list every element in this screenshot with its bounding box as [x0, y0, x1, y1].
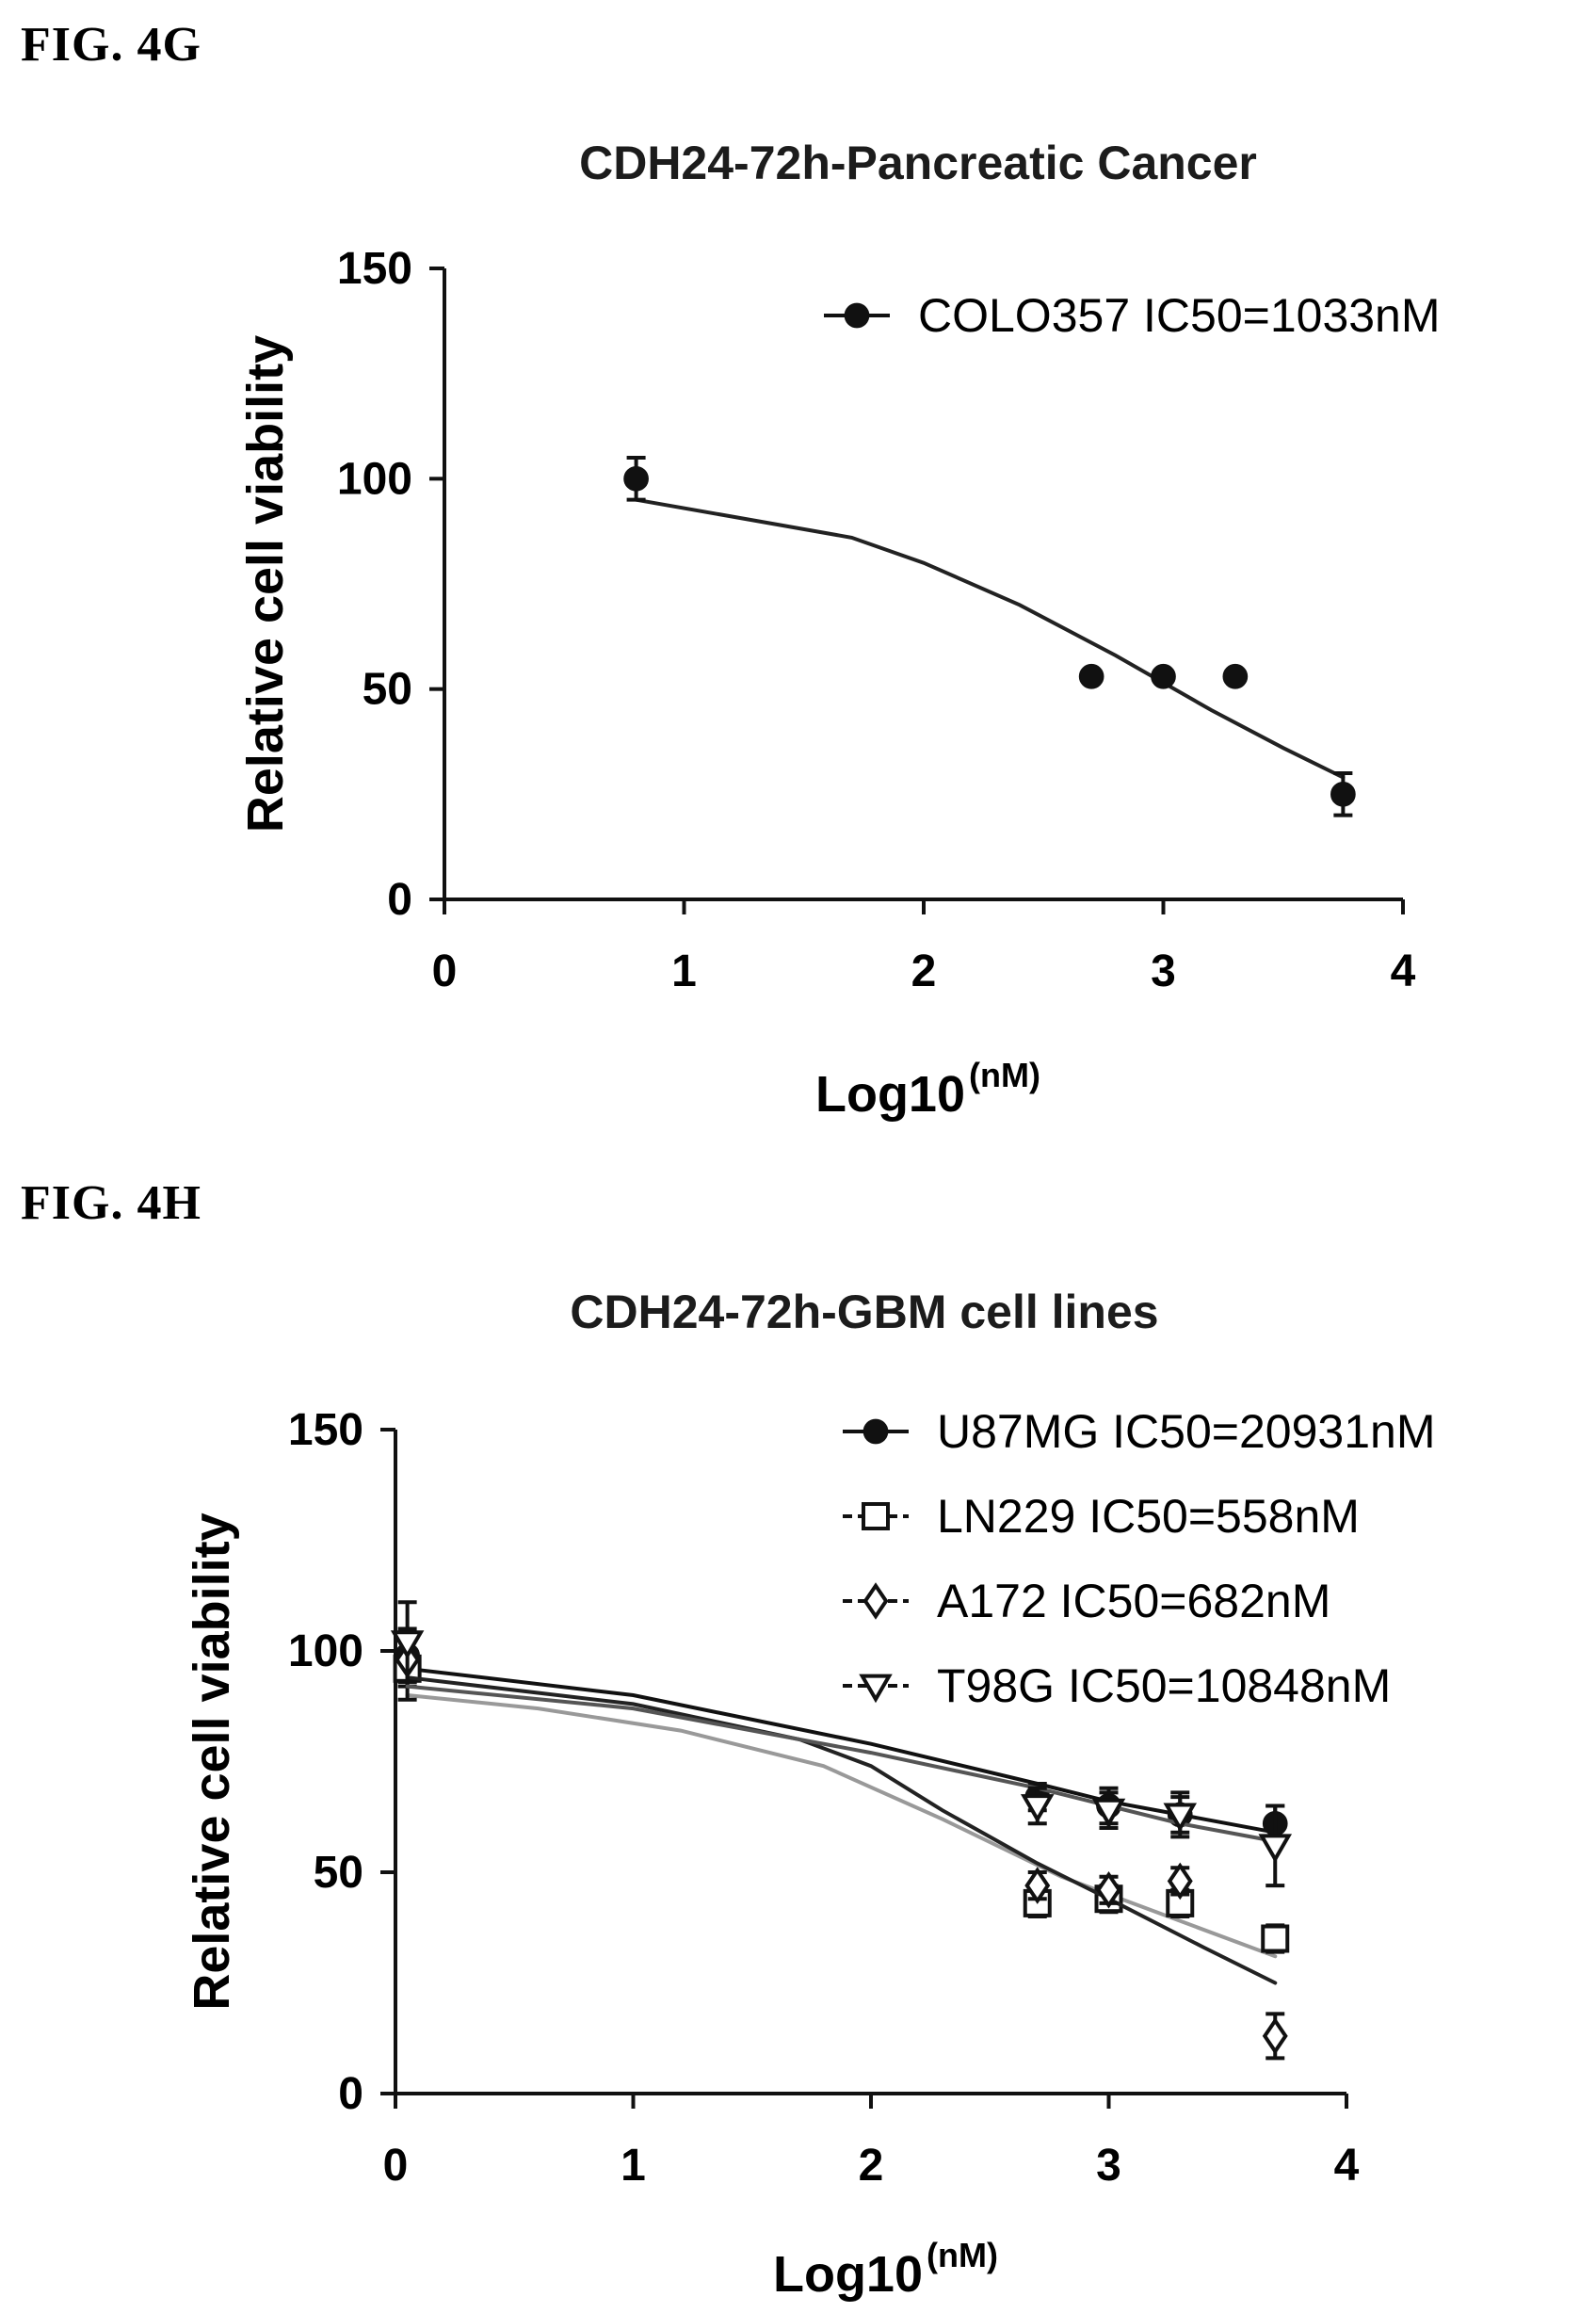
fit-curve	[634, 497, 1346, 780]
x-tick-label: 2	[911, 946, 937, 996]
x-tick-label: 4	[1334, 2141, 1360, 2191]
legend-label: T98G IC50=10848nM	[937, 1659, 1391, 1712]
data-point	[1078, 663, 1104, 689]
x-tick-label: 3	[1151, 946, 1176, 996]
legend-label: COLO357 IC50=1033nM	[918, 289, 1441, 342]
x-tick-label: 0	[432, 946, 458, 996]
legend-label: U87MG IC50=20931nM	[937, 1405, 1435, 1458]
series-3	[390, 1600, 1293, 1888]
data-point	[623, 465, 649, 492]
legend-marker	[862, 1582, 889, 1620]
data-point	[1020, 1794, 1055, 1823]
data-point	[1091, 1798, 1126, 1828]
legend-marker	[844, 302, 870, 329]
data-point	[1096, 1870, 1121, 1909]
y-tick-label: 50	[314, 1848, 363, 1898]
y-tick-label: 150	[288, 1405, 363, 1455]
x-axis-unit: (nM)	[969, 1056, 1040, 1094]
legend-marker	[859, 1674, 893, 1704]
y-tick-label: 50	[363, 665, 412, 715]
legend-marker	[862, 1502, 890, 1530]
data-point	[1024, 1867, 1051, 1904]
data-point	[1222, 663, 1249, 689]
series-2	[395, 1631, 1288, 2061]
data-point	[1167, 1862, 1193, 1901]
y-tick-label: 150	[337, 244, 412, 294]
x-tick-label: 3	[1096, 2141, 1121, 2191]
data-point	[1258, 1834, 1293, 1864]
y-tick-label: 0	[387, 875, 412, 925]
fit-curve	[405, 1675, 1278, 1985]
chart-title: CDH24-72h-Pancreatic Cancer	[579, 137, 1257, 189]
y-axis-label: Relative cell viability	[237, 335, 294, 833]
data-point	[1261, 1924, 1290, 1953]
y-tick-label: 100	[288, 1626, 363, 1676]
legend-marker	[862, 1418, 889, 1445]
x-tick-label: 0	[383, 2141, 409, 2191]
series-0	[623, 456, 1356, 817]
y-axis-label: Relative cell viability	[184, 1512, 240, 2010]
y-tick-label: 0	[338, 2069, 363, 2119]
x-axis-label: Log10	[773, 2246, 923, 2303]
legend-label: A172 IC50=682nM	[937, 1575, 1330, 1627]
x-tick-label: 2	[859, 2141, 884, 2191]
figure-label-4h: FIG. 4H	[21, 1176, 202, 1230]
x-tick-label: 1	[621, 2141, 646, 2191]
data-point	[1163, 1803, 1198, 1833]
data-point	[390, 1630, 425, 1659]
legend-label: LN229 IC50=558nM	[937, 1490, 1360, 1543]
data-point	[1330, 781, 1356, 807]
data-point	[1262, 2017, 1288, 2055]
chart-title: CDH24-72h-GBM cell lines	[570, 1286, 1158, 1338]
chart-gbm-cell-lines: CDH24-72h-GBM cell lines 0 50 100 150 0 1 2 3 4 Re…	[184, 1286, 1435, 2303]
x-tick-label: 1	[671, 946, 697, 996]
x-tick-label: 4	[1391, 946, 1416, 996]
data-point	[1151, 663, 1176, 689]
x-axis-label: Log10	[815, 1066, 965, 1123]
x-axis-unit: (nM)	[927, 2236, 998, 2274]
y-tick-label: 100	[337, 454, 412, 504]
fit-curve	[405, 1693, 1278, 1959]
chart-pancreatic-cancer: CDH24-72h-Pancreatic Cancer 0 50 100 150 0 1 2 3…	[237, 137, 1441, 1123]
figure-label-4g: FIG. 4G	[21, 18, 202, 72]
